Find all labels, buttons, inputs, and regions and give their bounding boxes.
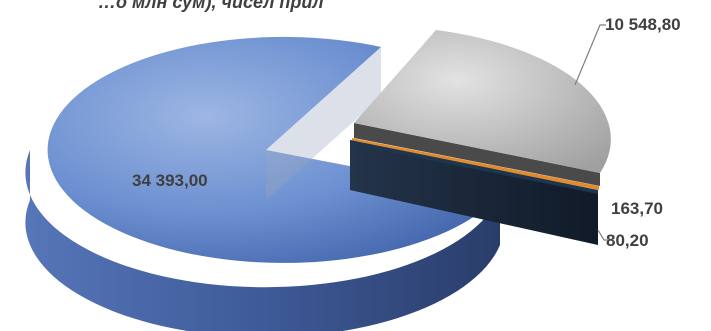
slice-0 [47,36,501,263]
chart-title: …о млн сум), чисел прил [98,0,324,12]
slice-3 [350,140,598,194]
slice-cut-face [266,47,381,200]
slice-side-dark [350,140,598,245]
data-label-3: 80,20 [606,231,649,250]
slice-1 [354,30,611,173]
leader-line-3 [597,229,608,241]
leader-line-1 [574,24,606,86]
slice-side-blue [25,150,500,331]
data-label-2: 163,70 [611,199,663,218]
slice-side-gray [354,123,600,186]
data-label-0: 34 393,00 [132,171,208,190]
data-label-1: 10 548,80 [605,15,681,34]
slice-2 [352,138,599,190]
